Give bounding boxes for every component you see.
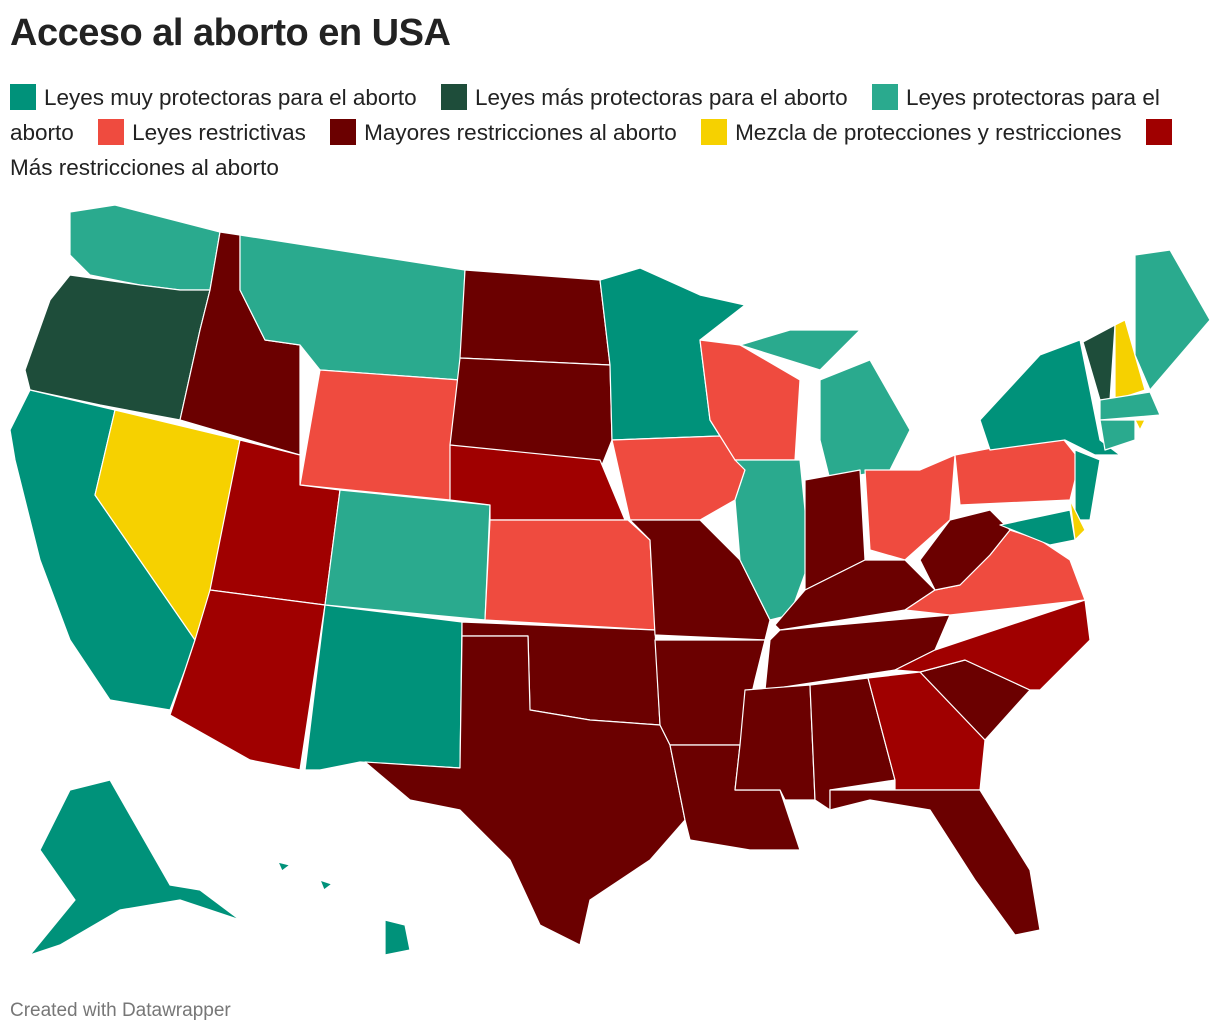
legend-swatch [10,84,36,110]
legend-label: Leyes muy protectoras para el aborto [44,85,417,110]
state [304,604,463,771]
legend-item: Más restricciones al aborto [10,119,1180,180]
legend-label: Leyes restrictivas [132,120,306,145]
legend-label: Más restricciones al aborto [10,155,279,180]
legend-swatch [701,119,728,145]
state [739,329,861,371]
state [774,559,936,631]
legend-swatch [440,84,467,110]
state [384,919,411,956]
state [999,509,1076,546]
state [819,359,911,481]
state [1134,419,1146,431]
state [1074,449,1101,521]
legend-item: Leyes muy protectoras para el aborto [10,84,417,110]
state [894,599,1091,691]
legend-item: Leyes protectoras para el aborto [10,84,1160,145]
legend-item: Leyes restrictivas [98,119,306,145]
legend-swatch [871,84,898,110]
legend: Leyes muy protectoras para el aborto Ley… [10,80,1205,185]
state [1099,391,1161,421]
state [1134,249,1211,391]
state [1114,319,1146,401]
legend-label: Mayores restricciones al aborto [364,120,677,145]
map [9,204,1211,956]
legend-label: Mezcla de protecciones y restricciones [735,120,1122,145]
legend-item: Leyes más protectoras para el aborto [440,84,848,110]
state [449,357,613,471]
state [919,509,1011,591]
legend-label: Leyes más protectoras para el aborto [474,85,848,110]
state [169,589,326,771]
legend-swatch [98,119,125,145]
state [734,459,811,621]
state [979,339,1121,456]
state [459,269,611,366]
legend-swatch [1145,119,1172,145]
credit: Created with Datawrapper [10,1000,231,1021]
state [611,435,746,521]
state [29,779,241,956]
state [299,369,461,501]
state [1099,419,1136,451]
state [829,789,1041,936]
state [324,489,491,621]
state [484,519,656,631]
state [277,861,291,872]
legend-label: Leyes protectoras para el aborto [10,85,1160,145]
title: Acceso al aborto en USA [10,12,451,54]
state [319,879,333,891]
legend-item: Mezcla de protecciones y restricciones [701,119,1122,145]
state [69,204,221,291]
legend-swatch [330,119,357,145]
state [734,684,816,801]
state [364,635,686,946]
legend-item: Mayores restricciones al aborto [330,119,677,145]
state [629,519,771,641]
